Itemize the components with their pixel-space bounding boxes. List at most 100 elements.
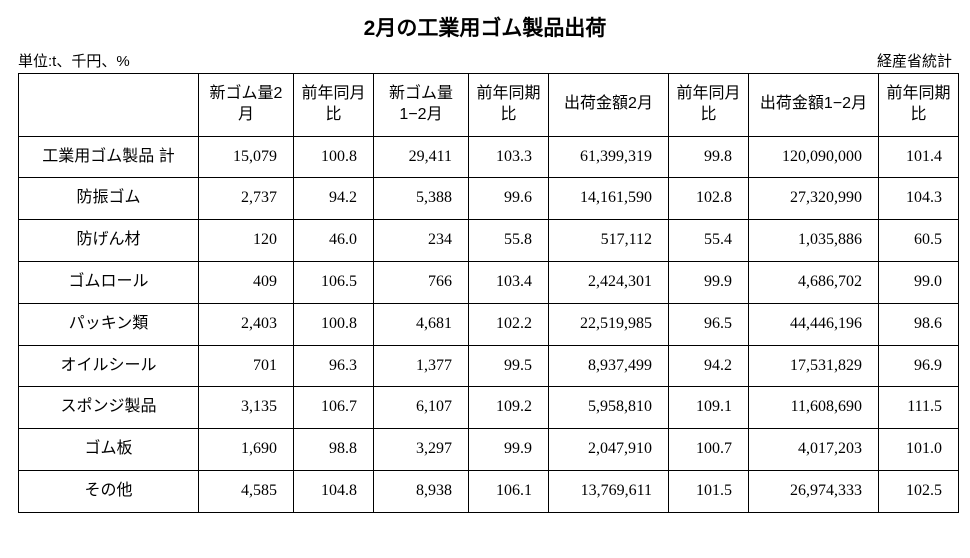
row-label: その他 — [19, 470, 199, 512]
cell-value: 8,938 — [374, 470, 469, 512]
cell-value: 109.2 — [469, 387, 549, 429]
cell-value: 101.0 — [879, 429, 959, 471]
cell-value: 4,017,203 — [749, 429, 879, 471]
row-label: オイルシール — [19, 345, 199, 387]
cell-value: 100.8 — [294, 303, 374, 345]
cell-value: 15,079 — [199, 136, 294, 178]
table-row: 防げん材12046.023455.8517,11255.41,035,88660… — [19, 220, 959, 262]
cell-value: 109.1 — [669, 387, 749, 429]
cell-value: 101.4 — [879, 136, 959, 178]
cell-value: 3,297 — [374, 429, 469, 471]
row-label: パッキン類 — [19, 303, 199, 345]
cell-value: 44,446,196 — [749, 303, 879, 345]
col-header: 出荷金額2月 — [549, 74, 669, 137]
cell-value: 2,047,910 — [549, 429, 669, 471]
table-row: スポンジ製品3,135106.76,107109.25,958,810109.1… — [19, 387, 959, 429]
cell-value: 5,958,810 — [549, 387, 669, 429]
col-header: 前年同期比 — [469, 74, 549, 137]
cell-value: 5,388 — [374, 178, 469, 220]
cell-value: 2,424,301 — [549, 261, 669, 303]
cell-value: 94.2 — [294, 178, 374, 220]
table-row: その他4,585104.88,938106.113,769,611101.526… — [19, 470, 959, 512]
cell-value: 120,090,000 — [749, 136, 879, 178]
cell-value: 46.0 — [294, 220, 374, 262]
table-row: 防振ゴム2,73794.25,38899.614,161,590102.827,… — [19, 178, 959, 220]
table-row: 工業用ゴム製品 計15,079100.829,411103.361,399,31… — [19, 136, 959, 178]
cell-value: 120 — [199, 220, 294, 262]
col-header: 新ゴム量2月 — [199, 74, 294, 137]
cell-value: 4,681 — [374, 303, 469, 345]
row-label: ゴムロール — [19, 261, 199, 303]
col-header: 新ゴム量1−2月 — [374, 74, 469, 137]
cell-value: 2,737 — [199, 178, 294, 220]
cell-value: 3,135 — [199, 387, 294, 429]
cell-value: 4,686,702 — [749, 261, 879, 303]
cell-value: 98.8 — [294, 429, 374, 471]
cell-value: 8,937,499 — [549, 345, 669, 387]
cell-value: 17,531,829 — [749, 345, 879, 387]
cell-value: 99.9 — [669, 261, 749, 303]
cell-value: 55.4 — [669, 220, 749, 262]
cell-value: 22,519,985 — [549, 303, 669, 345]
unit-label: 単位:t、千円、% — [18, 50, 130, 71]
source-label: 経産省統計 — [877, 50, 952, 71]
table-header-row: 新ゴム量2月 前年同月比 新ゴム量1−2月 前年同期比 出荷金額2月 前年同月比… — [19, 74, 959, 137]
meta-row: 単位:t、千円、% 経産省統計 — [18, 50, 952, 71]
cell-value: 1,377 — [374, 345, 469, 387]
cell-value: 99.8 — [669, 136, 749, 178]
cell-value: 102.2 — [469, 303, 549, 345]
cell-value: 409 — [199, 261, 294, 303]
cell-value: 99.9 — [469, 429, 549, 471]
cell-value: 11,608,690 — [749, 387, 879, 429]
cell-value: 103.4 — [469, 261, 549, 303]
cell-value: 99.6 — [469, 178, 549, 220]
row-label: 防げん材 — [19, 220, 199, 262]
cell-value: 101.5 — [669, 470, 749, 512]
cell-value: 104.8 — [294, 470, 374, 512]
cell-value: 104.3 — [879, 178, 959, 220]
cell-value: 99.5 — [469, 345, 549, 387]
cell-value: 94.2 — [669, 345, 749, 387]
cell-value: 701 — [199, 345, 294, 387]
cell-value: 55.8 — [469, 220, 549, 262]
cell-value: 96.9 — [879, 345, 959, 387]
cell-value: 100.8 — [294, 136, 374, 178]
table-row: パッキン類2,403100.84,681102.222,519,98596.54… — [19, 303, 959, 345]
cell-value: 96.5 — [669, 303, 749, 345]
cell-value: 96.3 — [294, 345, 374, 387]
cell-value: 100.7 — [669, 429, 749, 471]
col-header: 出荷金額1−2月 — [749, 74, 879, 137]
cell-value: 27,320,990 — [749, 178, 879, 220]
cell-value: 1,690 — [199, 429, 294, 471]
cell-value: 29,411 — [374, 136, 469, 178]
table-row: ゴムロール409106.5766103.42,424,30199.94,686,… — [19, 261, 959, 303]
cell-value: 102.5 — [879, 470, 959, 512]
col-header: 前年同月比 — [294, 74, 374, 137]
cell-value: 13,769,611 — [549, 470, 669, 512]
cell-value: 2,403 — [199, 303, 294, 345]
col-header: 前年同月比 — [669, 74, 749, 137]
page-title: 2月の工業用ゴム製品出荷 — [18, 12, 952, 42]
cell-value: 111.5 — [879, 387, 959, 429]
col-header: 前年同期比 — [879, 74, 959, 137]
data-table: 新ゴム量2月 前年同月比 新ゴム量1−2月 前年同期比 出荷金額2月 前年同月比… — [18, 73, 959, 513]
cell-value: 766 — [374, 261, 469, 303]
cell-value: 234 — [374, 220, 469, 262]
cell-value: 14,161,590 — [549, 178, 669, 220]
cell-value: 102.8 — [669, 178, 749, 220]
cell-value: 106.5 — [294, 261, 374, 303]
row-label: スポンジ製品 — [19, 387, 199, 429]
col-header-blank — [19, 74, 199, 137]
row-label: 防振ゴム — [19, 178, 199, 220]
row-label: 工業用ゴム製品 計 — [19, 136, 199, 178]
cell-value: 1,035,886 — [749, 220, 879, 262]
cell-value: 61,399,319 — [549, 136, 669, 178]
cell-value: 98.6 — [879, 303, 959, 345]
cell-value: 99.0 — [879, 261, 959, 303]
table-row: オイルシール70196.31,37799.58,937,49994.217,53… — [19, 345, 959, 387]
cell-value: 517,112 — [549, 220, 669, 262]
cell-value: 103.3 — [469, 136, 549, 178]
cell-value: 4,585 — [199, 470, 294, 512]
cell-value: 6,107 — [374, 387, 469, 429]
cell-value: 106.1 — [469, 470, 549, 512]
